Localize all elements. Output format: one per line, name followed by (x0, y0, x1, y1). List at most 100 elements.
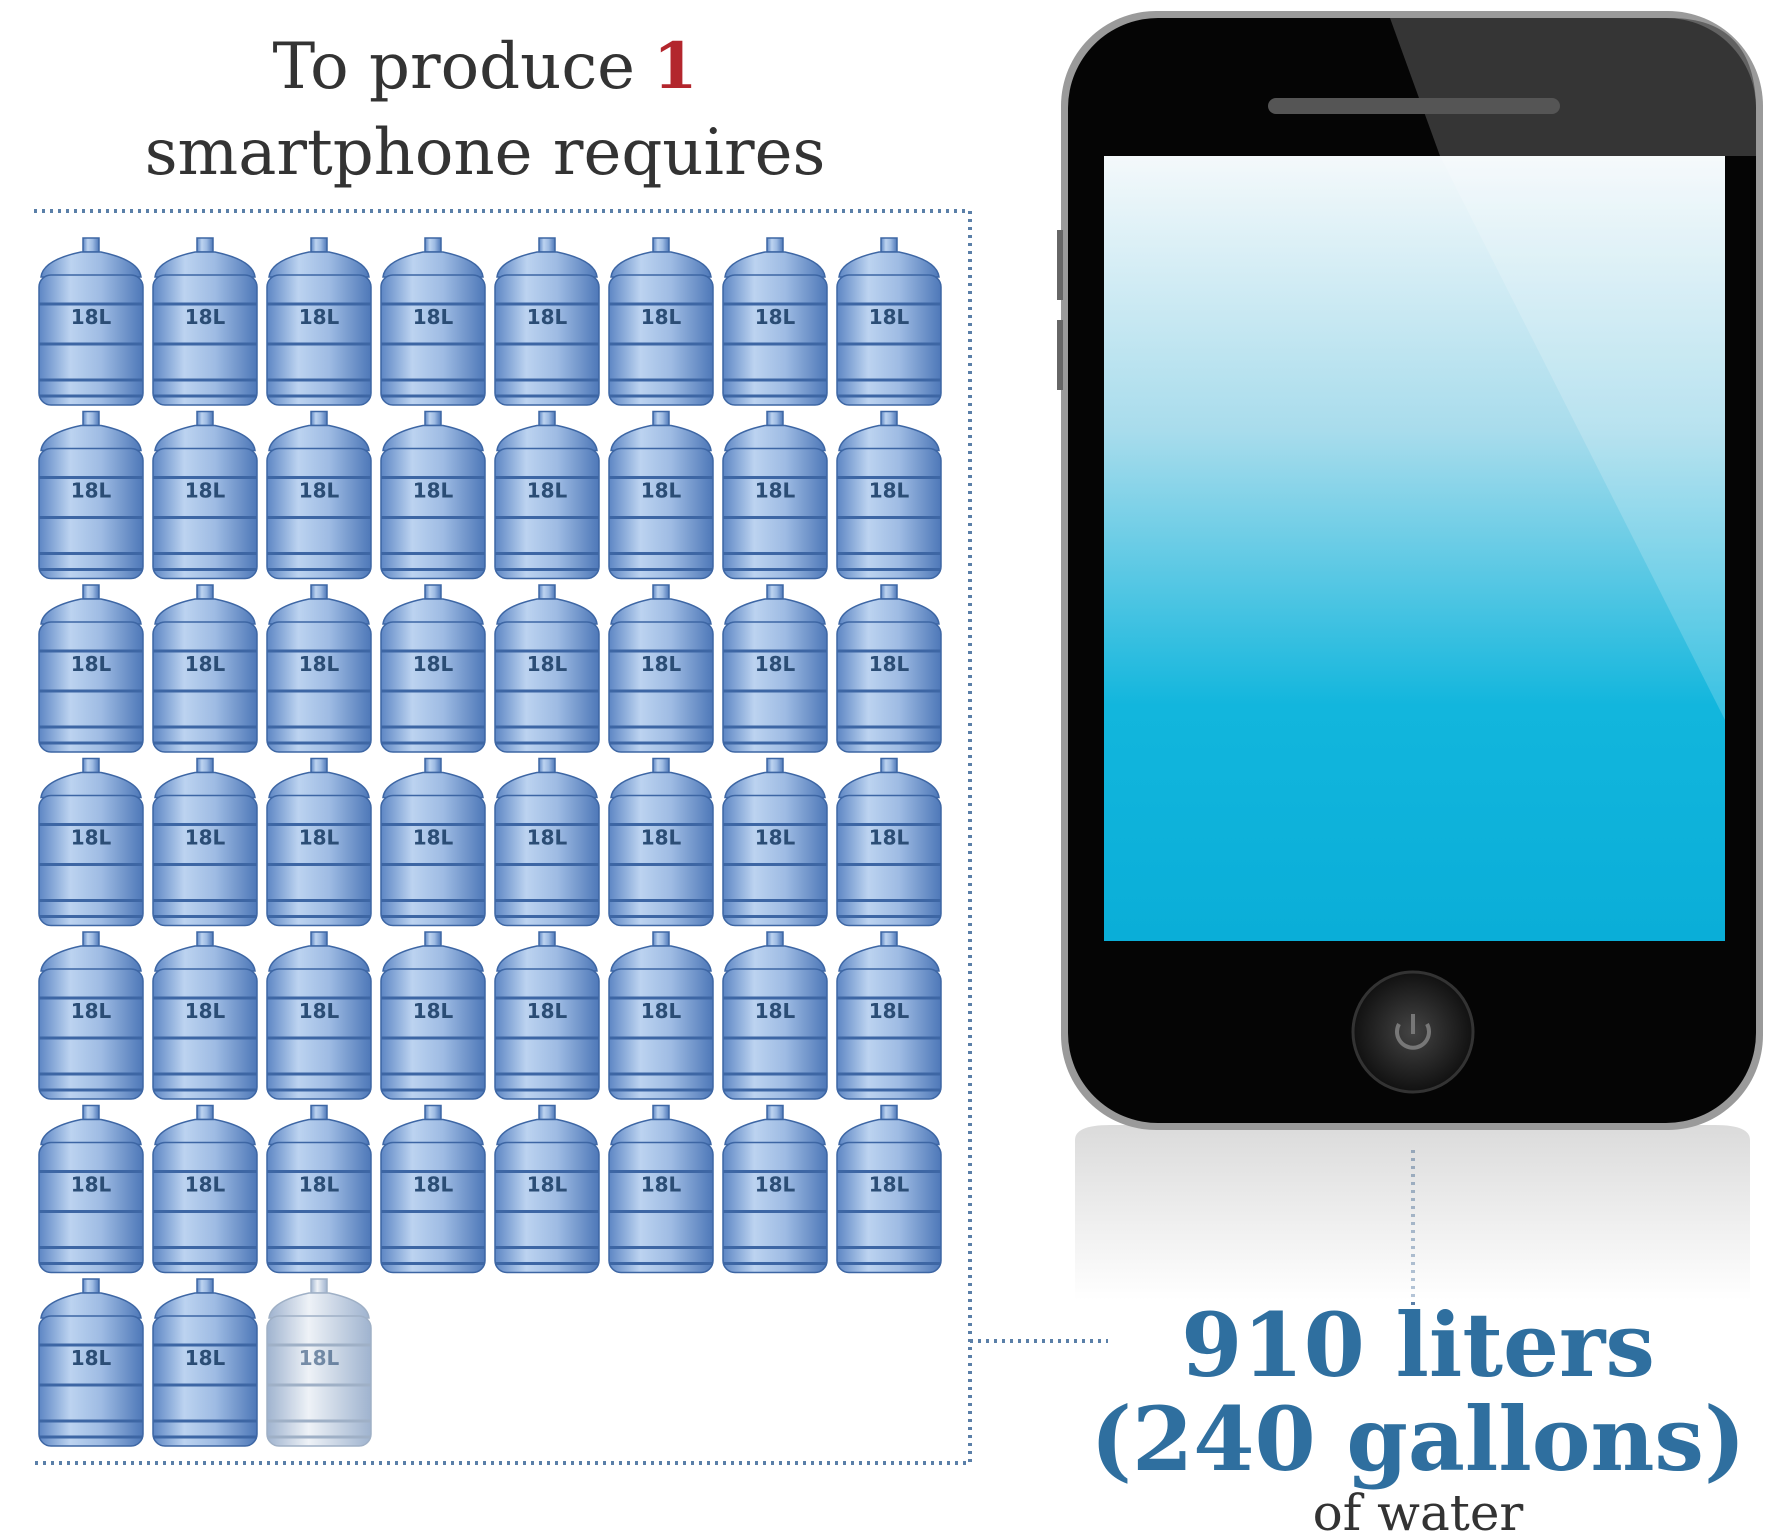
water-bottle: 18L (153, 1106, 257, 1273)
bottle-label: 18L (185, 999, 226, 1023)
bottle-label: 18L (869, 305, 910, 329)
bottle-body (153, 1143, 257, 1273)
bottle-body (267, 622, 371, 752)
water-bottle: 18L (267, 412, 371, 579)
water-bottle: 18L (153, 759, 257, 926)
water-bottle: 18L (609, 238, 713, 405)
bottle-cap (311, 238, 327, 252)
bottle-body (267, 796, 371, 926)
bottle-label: 18L (299, 1173, 340, 1197)
bottle-label: 18L (869, 999, 910, 1023)
bottle-shoulder (269, 1293, 369, 1318)
bottle-body (495, 1143, 599, 1273)
water-bottle: 18L (267, 238, 371, 405)
bottle-body (609, 969, 713, 1099)
bottle-cap (425, 238, 441, 252)
bottle-cap (653, 759, 669, 773)
bottle-body (837, 1143, 941, 1273)
bottle-cap (83, 1106, 99, 1120)
bottle-label: 18L (299, 826, 340, 850)
bottle-shoulder (839, 946, 939, 971)
bottle-cap (881, 412, 897, 426)
water-bottle: 18L (495, 1106, 599, 1273)
bottle-label: 18L (299, 999, 340, 1023)
bottle-shoulder (41, 426, 141, 451)
bottle-body (153, 796, 257, 926)
bottle-shoulder (839, 599, 939, 624)
bottle-label: 18L (869, 1173, 910, 1197)
bottle-body (39, 1143, 143, 1273)
bottle-cap (653, 238, 669, 252)
bottle-cap (311, 1106, 327, 1120)
water-bottle: 18L (723, 932, 827, 1099)
bottle-label: 18L (527, 305, 568, 329)
bottle-cap (881, 759, 897, 773)
bottle-shoulder (269, 599, 369, 624)
bottle-body (837, 275, 941, 405)
bottle-body (495, 275, 599, 405)
bottle-body (381, 969, 485, 1099)
bottle-cap (311, 932, 327, 946)
bottle-cap (311, 1279, 327, 1293)
water-bottle: 18L (837, 238, 941, 405)
bottle-shoulder (41, 599, 141, 624)
bottle-cap (653, 1106, 669, 1120)
title-prefix: To produce (272, 30, 635, 104)
water-bottle: 18L (267, 1106, 371, 1273)
liters-text: 910 liters (1181, 1293, 1655, 1397)
bottle-cap (83, 1279, 99, 1293)
bottle-body (723, 969, 827, 1099)
bottle-body (267, 275, 371, 405)
water-bottle: 18L (153, 238, 257, 405)
bottle-body (39, 275, 143, 405)
bottle-body (837, 449, 941, 579)
bottle-shoulder (41, 1293, 141, 1318)
bottle-shoulder (839, 426, 939, 451)
bottle-shoulder (611, 252, 711, 277)
bottle-shoulder (497, 599, 597, 624)
water-bottle: 18L (381, 585, 485, 752)
bottle-body (267, 1143, 371, 1273)
bottle-label: 18L (641, 826, 682, 850)
water-bottle: 18L (381, 412, 485, 579)
bottle-shoulder (725, 599, 825, 624)
bottle-shoulder (725, 426, 825, 451)
bottle-shoulder (725, 252, 825, 277)
bottle-label: 18L (71, 1346, 112, 1370)
water-bottle: 18L (723, 759, 827, 926)
bottle-shoulder (839, 773, 939, 798)
bottle-shoulder (383, 773, 483, 798)
title-line-2: smartphone requires (145, 116, 826, 190)
water-bottle: 18L (39, 932, 143, 1099)
bottle-cap (767, 932, 783, 946)
bottle-shoulder (155, 946, 255, 971)
bottle-cap (881, 585, 897, 599)
bottle-body (495, 796, 599, 926)
bottle-label: 18L (299, 305, 340, 329)
water-bottle: 18L (837, 932, 941, 1099)
bottle-cap (653, 412, 669, 426)
water-bottle: 18L (153, 585, 257, 752)
water-bottle: 18L (609, 585, 713, 752)
bottle-label: 18L (641, 1173, 682, 1197)
water-bottle: 18L (837, 1106, 941, 1273)
bottle-shoulder (383, 599, 483, 624)
bottle-cap (83, 585, 99, 599)
bottle-label: 18L (299, 652, 340, 676)
bottle-cap (197, 1279, 213, 1293)
bottle-cap (539, 759, 555, 773)
bottle-shoulder (41, 1120, 141, 1145)
bottle-shoulder (269, 773, 369, 798)
water-bottle: 18L (39, 1106, 143, 1273)
water-bottle: 18L (153, 1279, 257, 1446)
water-bottle: 18L (267, 932, 371, 1099)
water-bottle: 18L (723, 238, 827, 405)
bottle-shoulder (839, 252, 939, 277)
bottle-cap (425, 759, 441, 773)
water-bottle: 18L (381, 238, 485, 405)
water-text: of water (1313, 1484, 1524, 1539)
bottle-label: 18L (527, 999, 568, 1023)
bottle-body (837, 969, 941, 1099)
water-bottle: 18L (495, 932, 599, 1099)
bottle-cap (425, 412, 441, 426)
